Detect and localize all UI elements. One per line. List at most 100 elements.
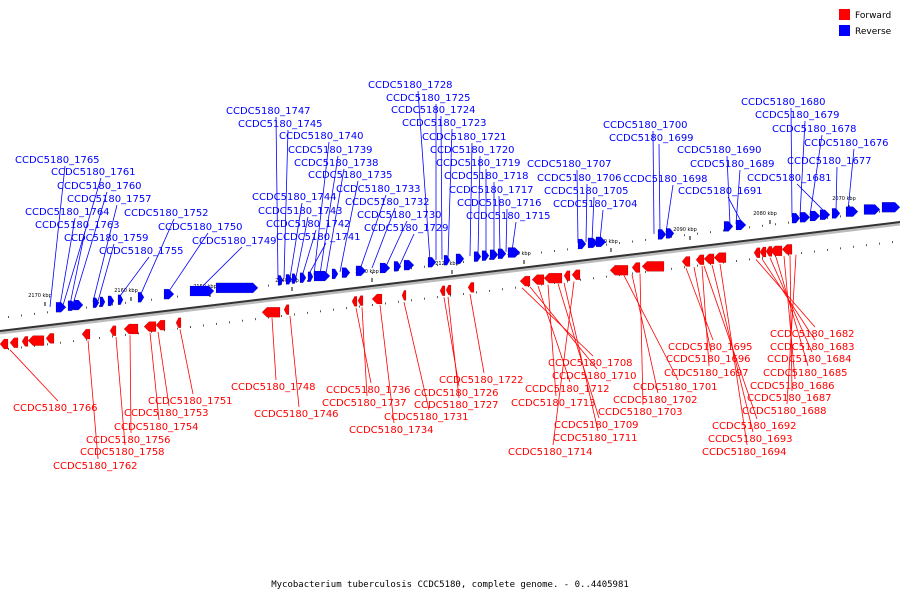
reverse-gene[interactable]: [577, 238, 587, 250]
reverse-gene[interactable]: [845, 206, 859, 217]
forward-gene-label[interactable]: CCDC5180_1727: [414, 400, 499, 411]
reverse-gene[interactable]: [215, 282, 259, 294]
reverse-gene-label[interactable]: CCDC5180_1719: [436, 158, 521, 169]
reverse-gene-label[interactable]: CCDC5180_1729: [364, 223, 449, 234]
reverse-gene[interactable]: [809, 210, 821, 222]
forward-gene[interactable]: [155, 319, 166, 331]
reverse-gene-label[interactable]: CCDC5180_1724: [391, 105, 476, 116]
reverse-gene[interactable]: [403, 259, 415, 271]
reverse-gene[interactable]: [587, 237, 599, 249]
reverse-gene-label[interactable]: CCDC5180_1698: [623, 174, 708, 185]
reverse-gene[interactable]: [723, 221, 734, 232]
forward-gene-label[interactable]: CCDC5180_1713: [511, 398, 596, 409]
reverse-gene[interactable]: [355, 265, 367, 277]
forward-gene-label[interactable]: CCDC5180_1753: [124, 408, 209, 419]
reverse-gene[interactable]: [73, 299, 84, 311]
reverse-gene[interactable]: [299, 272, 307, 283]
forward-gene-label[interactable]: CCDC5180_1756: [86, 435, 171, 446]
reverse-gene[interactable]: [163, 288, 175, 300]
forward-gene-label[interactable]: CCDC5180_1693: [708, 434, 793, 445]
forward-gene-label[interactable]: CCDC5180_1712: [525, 384, 610, 395]
reverse-gene[interactable]: [473, 251, 482, 262]
reverse-gene[interactable]: [107, 295, 115, 307]
forward-gene[interactable]: [81, 328, 91, 340]
forward-gene-label[interactable]: CCDC5180_1694: [702, 447, 787, 458]
reverse-gene[interactable]: [799, 211, 811, 223]
forward-gene[interactable]: [27, 335, 45, 346]
forward-gene[interactable]: [765, 246, 773, 257]
reverse-gene-label[interactable]: CCDC5180_1733: [336, 184, 421, 195]
forward-gene[interactable]: [781, 244, 793, 255]
forward-gene-label[interactable]: CCDC5180_1697: [664, 368, 749, 379]
reverse-gene[interactable]: [307, 271, 314, 282]
reverse-gene[interactable]: [331, 268, 339, 280]
reverse-gene-label[interactable]: CCDC5180_1681: [747, 173, 832, 184]
reverse-gene[interactable]: [189, 285, 215, 297]
forward-gene-label[interactable]: CCDC5180_1686: [750, 381, 835, 392]
reverse-gene[interactable]: [497, 248, 507, 259]
forward-gene[interactable]: [143, 321, 157, 332]
reverse-gene[interactable]: [863, 204, 881, 215]
forward-gene[interactable]: [753, 247, 761, 259]
reverse-gene[interactable]: [55, 301, 67, 313]
reverse-gene[interactable]: [277, 275, 284, 286]
forward-gene[interactable]: [45, 333, 55, 344]
reverse-gene-label[interactable]: CCDC5180_1725: [386, 93, 471, 104]
forward-gene[interactable]: [609, 264, 629, 276]
reverse-gene-label[interactable]: CCDC5180_1707: [527, 159, 612, 170]
forward-gene[interactable]: [543, 272, 563, 284]
reverse-gene-label[interactable]: CCDC5180_1760: [57, 181, 142, 192]
forward-gene[interactable]: [681, 256, 691, 267]
reverse-gene-label[interactable]: CCDC5180_1679: [755, 110, 840, 121]
reverse-gene-label[interactable]: CCDC5180_1738: [294, 158, 379, 169]
forward-gene[interactable]: [641, 261, 665, 272]
reverse-gene[interactable]: [137, 292, 145, 303]
forward-gene-label[interactable]: CCDC5180_1702: [613, 395, 698, 406]
forward-gene-label[interactable]: CCDC5180_1754: [114, 422, 199, 433]
reverse-gene[interactable]: [443, 255, 451, 266]
reverse-gene-label[interactable]: CCDC5180_1720: [430, 145, 515, 156]
forward-gene-label[interactable]: CCDC5180_1709: [554, 420, 639, 431]
reverse-gene[interactable]: [665, 228, 675, 239]
reverse-gene-label[interactable]: CCDC5180_1715: [466, 211, 551, 222]
reverse-gene-label[interactable]: CCDC5180_1743: [258, 206, 343, 217]
forward-gene[interactable]: [109, 325, 117, 336]
forward-gene[interactable]: [519, 275, 531, 287]
forward-gene[interactable]: [759, 246, 767, 258]
forward-gene-label[interactable]: CCDC5180_1731: [384, 412, 469, 423]
forward-gene-label[interactable]: CCDC5180_1683: [770, 342, 855, 353]
reverse-gene-label[interactable]: CCDC5180_1765: [15, 155, 100, 166]
forward-gene[interactable]: [531, 274, 545, 285]
reverse-gene-label[interactable]: CCDC5180_1717: [449, 185, 534, 196]
reverse-gene[interactable]: [99, 296, 106, 308]
reverse-gene-label[interactable]: CCDC5180_1676: [804, 138, 889, 149]
reverse-gene-label[interactable]: CCDC5180_1740: [279, 131, 364, 142]
forward-gene-label[interactable]: CCDC5180_1710: [552, 371, 637, 382]
forward-gene-label[interactable]: CCDC5180_1714: [508, 447, 593, 458]
reverse-gene-label[interactable]: CCDC5180_1723: [402, 118, 487, 129]
reverse-gene-label[interactable]: CCDC5180_1689: [690, 159, 775, 170]
reverse-gene-label[interactable]: CCDC5180_1744: [252, 192, 337, 203]
reverse-gene[interactable]: [735, 219, 747, 231]
reverse-gene-label[interactable]: CCDC5180_1752: [124, 208, 209, 219]
forward-gene-label[interactable]: CCDC5180_1762: [53, 461, 138, 472]
forward-gene-label[interactable]: CCDC5180_1751: [148, 396, 233, 407]
forward-gene-label[interactable]: CCDC5180_1685: [763, 368, 848, 379]
reverse-gene-label[interactable]: CCDC5180_1763: [35, 220, 120, 231]
reverse-gene[interactable]: [313, 270, 331, 282]
reverse-gene-label[interactable]: CCDC5180_1735: [308, 170, 393, 181]
forward-gene-label[interactable]: CCDC5180_1687: [747, 393, 832, 404]
reverse-gene-label[interactable]: CCDC5180_1700: [603, 120, 688, 131]
forward-gene-label[interactable]: CCDC5180_1758: [80, 447, 165, 458]
reverse-gene-label[interactable]: CCDC5180_1677: [787, 156, 872, 167]
reverse-gene[interactable]: [791, 212, 801, 224]
reverse-gene-label[interactable]: CCDC5180_1690: [677, 145, 762, 156]
forward-gene-label[interactable]: CCDC5180_1766: [13, 403, 98, 414]
forward-gene-label[interactable]: CCDC5180_1711: [553, 433, 638, 444]
forward-gene-label[interactable]: CCDC5180_1696: [666, 354, 751, 365]
reverse-gene-label[interactable]: CCDC5180_1699: [609, 133, 694, 144]
reverse-gene[interactable]: [117, 294, 124, 305]
forward-gene[interactable]: [631, 262, 641, 273]
reverse-gene-label[interactable]: CCDC5180_1761: [51, 167, 136, 178]
forward-gene[interactable]: [261, 307, 281, 318]
